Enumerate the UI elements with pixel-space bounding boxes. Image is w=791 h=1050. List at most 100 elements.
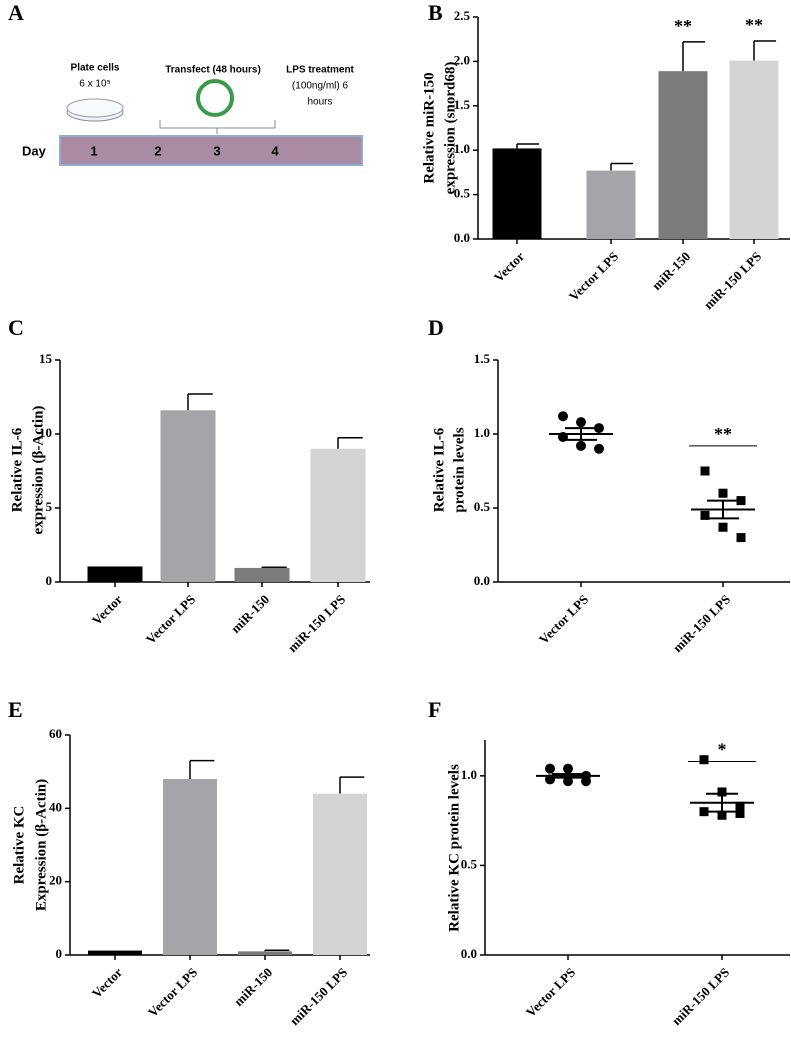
x-tick-label: miR-150 LPS	[670, 592, 733, 655]
step-text: 6 x 10⁵	[79, 79, 110, 90]
point	[717, 810, 727, 820]
x-tick-label: Vector	[89, 591, 125, 627]
y-tick-label: 0	[56, 946, 63, 961]
y-tick-label: 20	[49, 873, 62, 888]
y-tick-label: 1.5	[474, 351, 491, 366]
y-tick-label: 0.5	[461, 856, 478, 871]
y-tick-label: 1.0	[454, 141, 470, 156]
y-axis-label: Relative miR-150	[421, 72, 437, 183]
point	[718, 488, 728, 498]
day: 2	[154, 143, 161, 158]
significance-label: *	[718, 740, 727, 760]
significance-label: **	[714, 424, 732, 444]
x-tick-label: Vector	[89, 964, 125, 1000]
x-tick-label: Vector LPS	[145, 965, 200, 1020]
y-tick-label: 10	[39, 425, 52, 440]
x-tick-label: Vector LPS	[523, 965, 578, 1020]
x-tick-label: miR-150 LPS	[701, 249, 764, 312]
bar	[88, 950, 142, 955]
plasmid	[196, 79, 234, 117]
y-tick-label: 2.5	[454, 8, 471, 23]
x-tick-label: Vector LPS	[536, 592, 591, 647]
bar	[586, 170, 636, 239]
y-tick-label: 0.5	[454, 186, 471, 201]
y-tick-label: 0.0	[461, 946, 477, 961]
y-tick-label: 40	[49, 799, 62, 814]
bar	[729, 60, 779, 240]
y-tick-label: 5	[46, 499, 53, 514]
panel-letter: F	[428, 697, 441, 722]
point	[700, 510, 710, 520]
point	[699, 807, 709, 817]
y-axis-label: Expression (β-Actin)	[33, 779, 49, 911]
x-tick-label: Vector LPS	[143, 592, 198, 647]
y-tick-label: 1.0	[474, 425, 490, 440]
bar	[238, 951, 292, 955]
point	[563, 776, 573, 787]
point	[576, 417, 586, 428]
day: 4	[271, 143, 279, 158]
bar	[658, 71, 708, 239]
timeline: Day 1 2 3 4 Plate cells 6 x 10⁵ Transfec…	[22, 63, 363, 166]
y-tick-label: 60	[49, 726, 62, 741]
x-tick-label: miR-150 LPS	[287, 965, 350, 1028]
y-axis-label: Relative KC	[11, 806, 27, 885]
day: 3	[213, 143, 220, 158]
step-text: Plate cells	[71, 63, 120, 74]
panel-letter: E	[8, 697, 23, 722]
x-tick-label: miR-150	[228, 592, 272, 636]
point	[581, 776, 591, 787]
bracket	[159, 120, 276, 134]
bar	[87, 566, 143, 582]
point	[558, 411, 568, 422]
panel-letter: C	[8, 315, 24, 340]
bar	[160, 410, 216, 582]
x-tick-label: Vector	[491, 248, 527, 284]
panel-letter: B	[428, 0, 443, 25]
petri-dish-lid	[66, 98, 124, 118]
y-axis-label: Relative IL-6	[431, 427, 447, 512]
y-tick-label: 1.5	[454, 97, 471, 112]
day-label: Day	[22, 143, 47, 158]
point	[718, 522, 728, 532]
timeline-bar	[59, 135, 363, 166]
point	[735, 808, 745, 818]
y-axis-label: expression (snord68)	[442, 62, 458, 195]
y-tick-label: 0.5	[474, 499, 491, 514]
point	[700, 466, 710, 476]
step-text: Transfect (48 hours)	[165, 65, 261, 76]
point	[699, 755, 709, 765]
point	[545, 763, 555, 774]
y-tick-label: 0.0	[474, 573, 490, 588]
y-axis-label: Relative IL-6	[9, 427, 25, 512]
panel-letter: D	[428, 315, 444, 340]
point	[717, 787, 727, 797]
y-tick-label: 0	[46, 573, 53, 588]
day: 1	[90, 143, 97, 158]
annotation: **	[745, 15, 763, 35]
x-tick-label: Vector LPS	[566, 249, 621, 304]
y-tick-label: 0.0	[454, 230, 470, 245]
x-tick-label: miR-150 LPS	[669, 965, 732, 1028]
step-text: hours	[307, 97, 332, 108]
bar	[492, 148, 542, 239]
y-axis-label: protein levels	[451, 427, 467, 512]
bar	[234, 567, 290, 582]
bar	[310, 448, 366, 582]
y-axis-label: Relative KC protein levels	[446, 764, 462, 932]
x-tick-label: miR-150	[649, 249, 693, 293]
x-tick-label: miR-150 LPS	[285, 592, 348, 655]
y-tick-label: 1.0	[461, 767, 477, 782]
y-tick-label: 2.0	[454, 52, 470, 67]
point	[594, 423, 604, 434]
bar	[163, 779, 217, 955]
point	[563, 763, 573, 774]
point	[736, 496, 746, 506]
step-text: (100ng/ml) 6	[292, 81, 349, 92]
point	[735, 801, 745, 811]
bar	[313, 793, 367, 955]
y-axis-label: expression (β-Actin)	[30, 406, 46, 535]
x-tick-label: miR-150	[231, 965, 275, 1009]
point	[576, 440, 586, 451]
